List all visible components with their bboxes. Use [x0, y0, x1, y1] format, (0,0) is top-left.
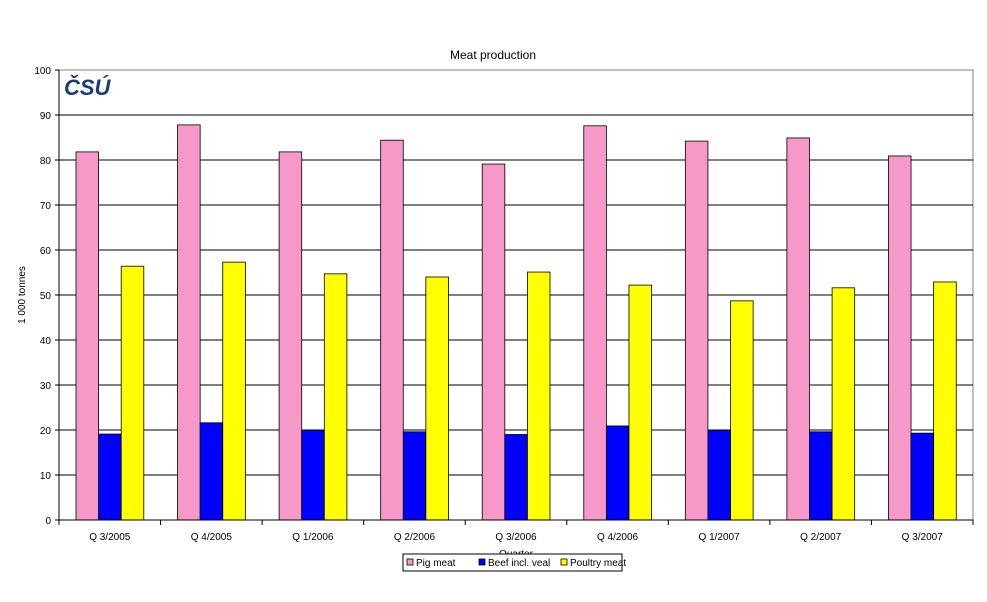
bar-poultry-meat	[222, 261, 246, 521]
legend-label: Pig meat	[416, 558, 456, 569]
legend-swatch	[406, 558, 414, 566]
bar-beef-incl-veal	[605, 425, 630, 521]
y-tick-label: 60	[40, 246, 52, 257]
y-tick-label: 0	[45, 516, 51, 527]
bar-beef-incl-veal	[707, 430, 731, 521]
bar-poultry-meat	[730, 300, 754, 521]
y-tick-label: 40	[40, 336, 52, 347]
bar-poultry-meat	[527, 271, 551, 521]
y-tick-label: 100	[34, 66, 51, 77]
y-tick-label: 80	[40, 156, 52, 167]
bar-pig-meat	[481, 163, 506, 521]
legend-box	[402, 553, 623, 572]
legend-label: Beef incl. veal	[488, 558, 550, 569]
y-axis-label: 1 000 tonnes	[17, 266, 28, 324]
legend-swatch	[478, 558, 486, 566]
x-tick-label: Q 3/2005	[89, 532, 131, 543]
bar-pig-meat	[177, 124, 201, 521]
legend: Pig meat Beef incl. veal Poultry meat	[402, 553, 626, 572]
x-tick-label: Q 2/2007	[800, 532, 842, 543]
bar-beef-incl-veal	[301, 430, 325, 521]
bar-beef-incl-veal	[199, 422, 224, 521]
chart-title: Meat production	[450, 48, 536, 62]
x-tick-label: Q 2/2006	[394, 532, 436, 543]
bar-beef-incl-veal	[504, 434, 528, 521]
bar-pig-meat	[278, 151, 303, 521]
y-tick-label: 90	[40, 111, 52, 122]
y-tick-label: 70	[40, 201, 52, 212]
legend-label: Poultry meat	[570, 558, 626, 569]
x-tick-label: Q 3/2007	[902, 532, 944, 543]
bar-pig-meat	[583, 125, 607, 521]
bar-poultry-meat	[120, 265, 145, 521]
bar-pig-meat	[888, 155, 912, 521]
y-tick-label: 50	[40, 291, 52, 302]
bar-pig-meat	[380, 139, 404, 521]
bar-beef-incl-veal	[98, 433, 122, 521]
y-tick-label: 20	[40, 426, 52, 437]
x-tick-label: Q 1/2006	[292, 532, 334, 543]
bar-poultry-meat	[628, 284, 652, 521]
bar-poultry-meat	[933, 281, 957, 521]
x-tick-label: Q 4/2006	[597, 532, 639, 543]
bar-pig-meat	[684, 140, 709, 521]
bar-poultry-meat	[425, 276, 449, 521]
bar-pig-meat	[75, 151, 100, 521]
bar-beef-incl-veal	[402, 431, 427, 521]
bar-poultry-meat	[323, 273, 348, 521]
csu-logo: ČSÚ	[64, 75, 112, 100]
x-tick-label: Q 3/2006	[495, 532, 537, 543]
bar-beef-incl-veal	[809, 431, 833, 521]
bar-beef-incl-veal	[910, 432, 935, 521]
bar-poultry-meat	[831, 287, 856, 521]
legend-swatch	[560, 558, 568, 566]
y-tick-label: 10	[40, 471, 52, 482]
x-tick-label: Q 1/2007	[699, 532, 741, 543]
x-tick-label: Q 4/2005	[191, 532, 233, 543]
y-tick-label: 30	[40, 381, 52, 392]
bar-pig-meat	[786, 137, 810, 521]
